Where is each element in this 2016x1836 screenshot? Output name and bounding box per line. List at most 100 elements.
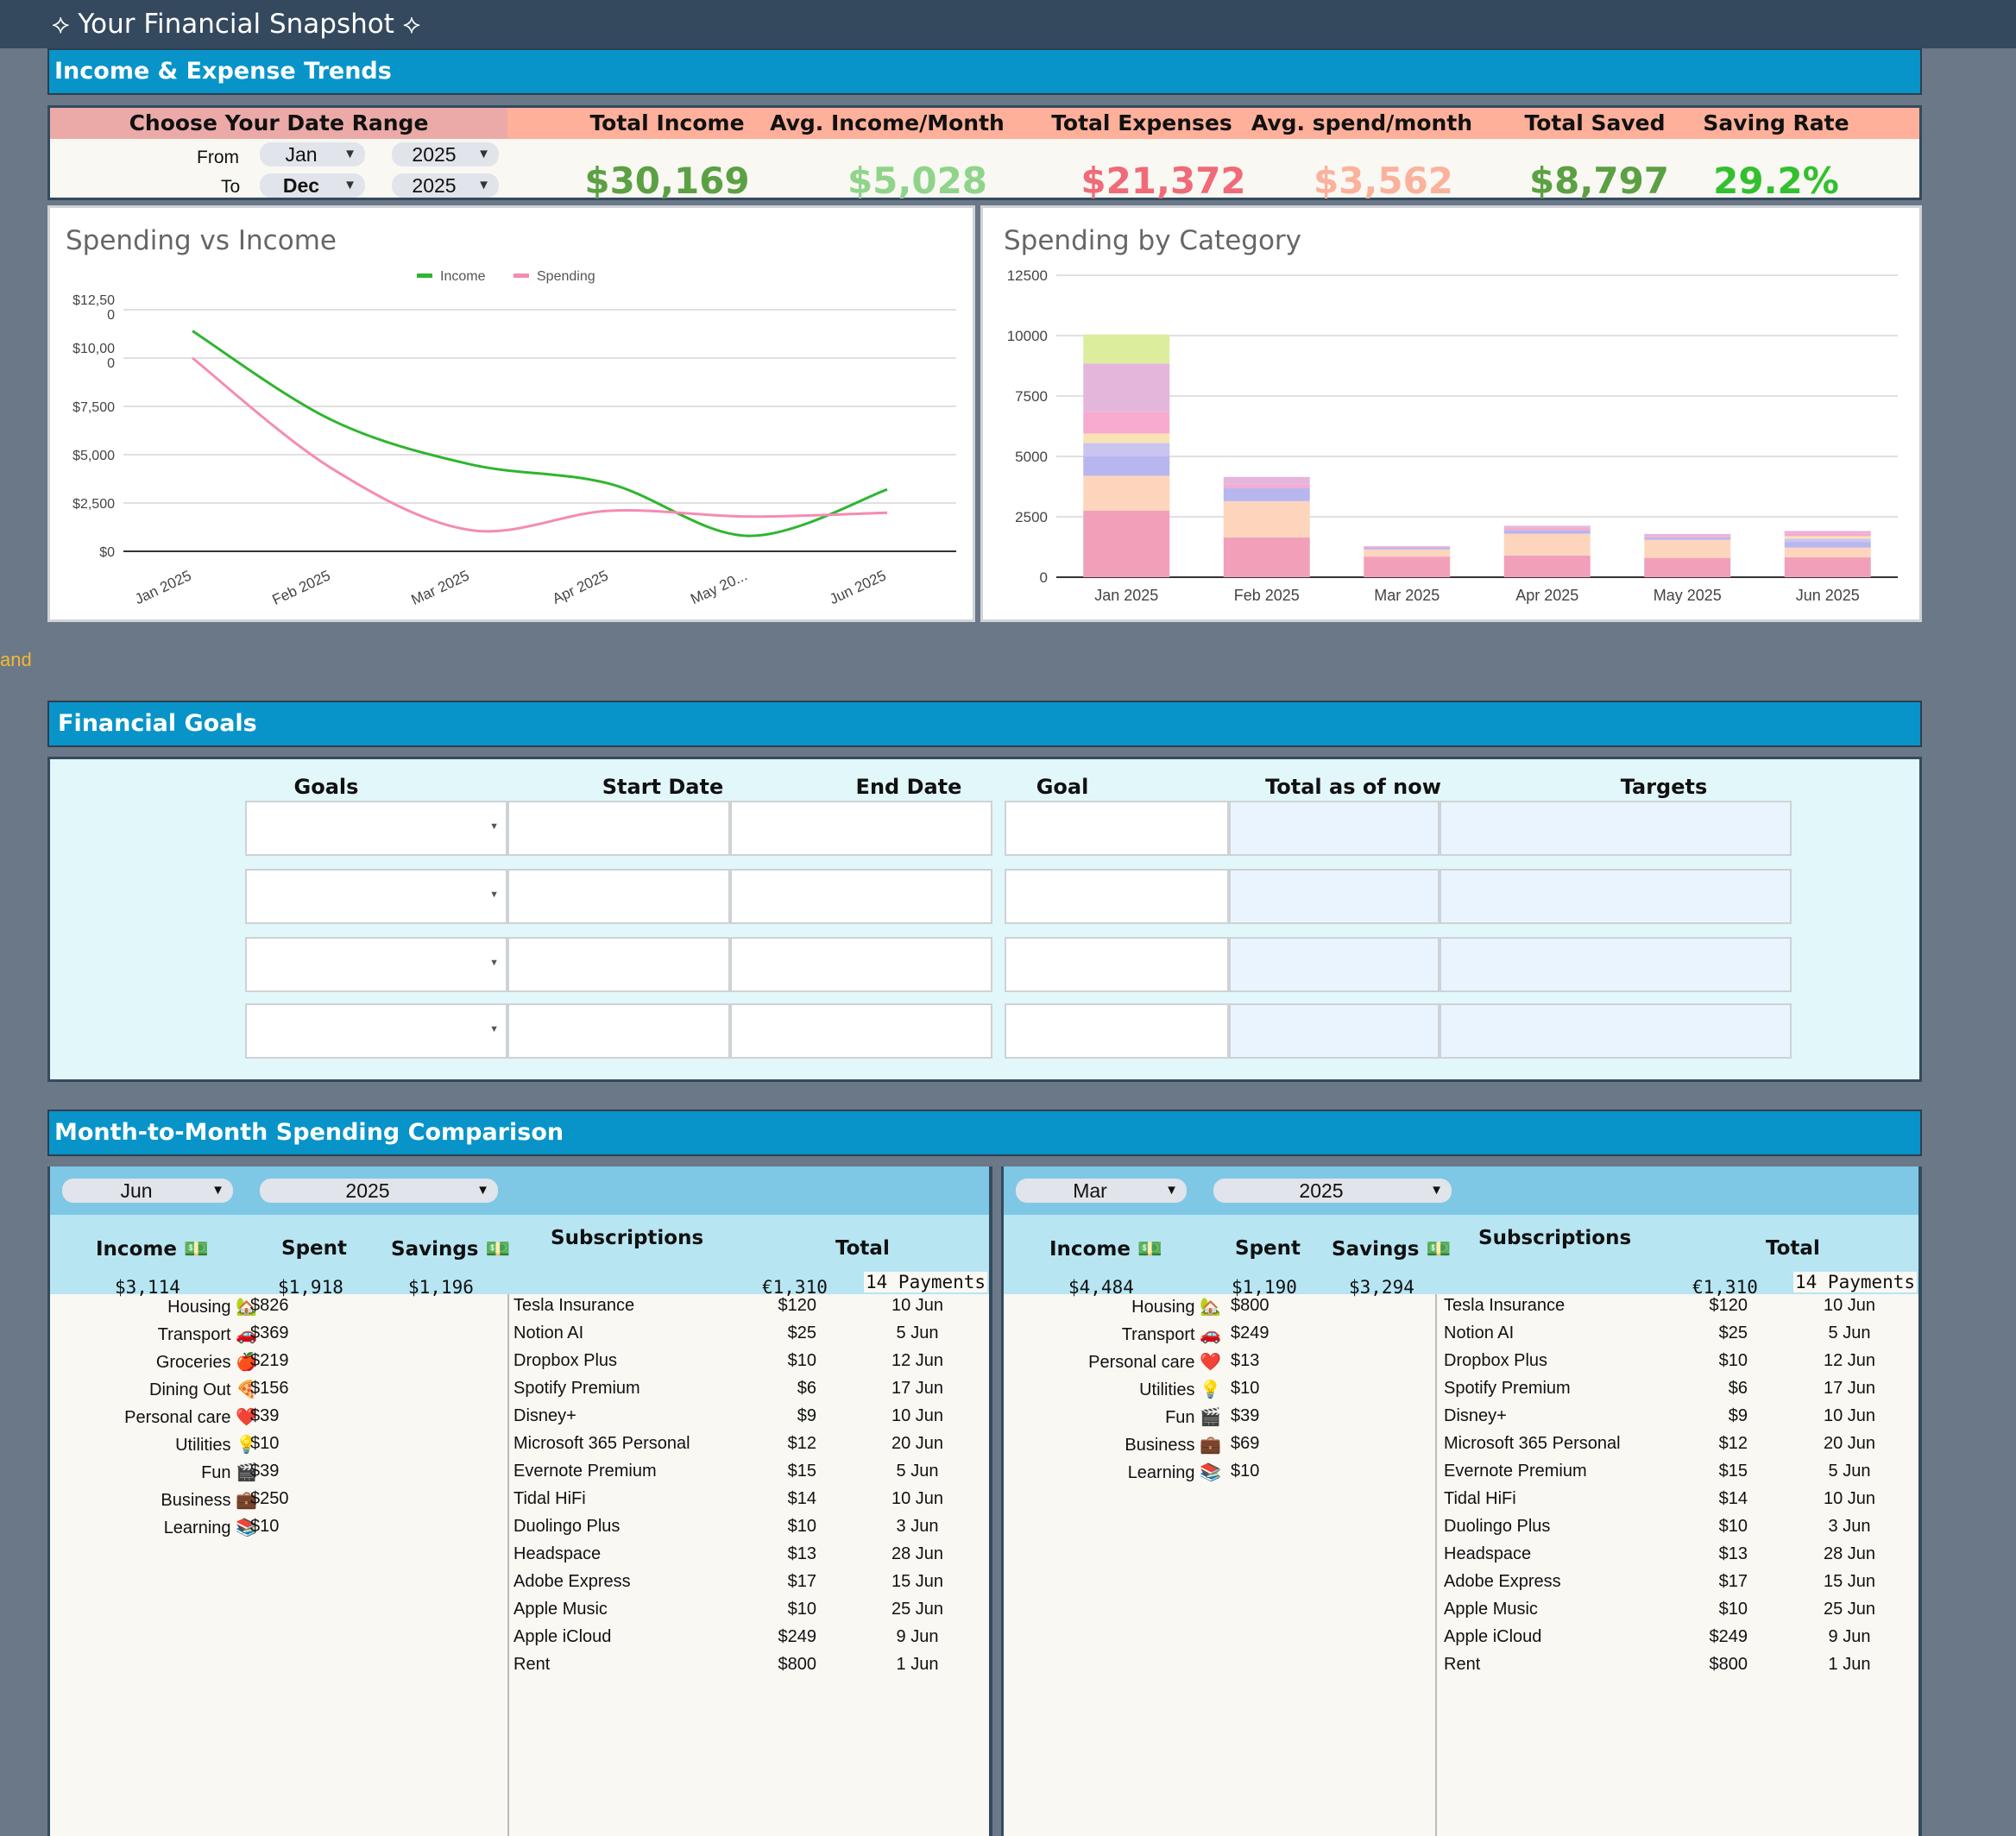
panel-summary-header bbox=[50, 1215, 989, 1294]
kpi-value-avg-income: $5,028 bbox=[847, 160, 988, 202]
goal-select[interactable]: ▼ bbox=[245, 937, 507, 992]
year-select[interactable]: 2025 ▼ bbox=[260, 1179, 498, 1203]
category-value: $10 bbox=[250, 1434, 280, 1453]
goal-start-date-cell[interactable] bbox=[507, 801, 730, 856]
goals-col-goal: Goal bbox=[1036, 775, 1089, 799]
bar-segment bbox=[1784, 556, 1871, 577]
goal-select[interactable]: ▼ bbox=[245, 1003, 507, 1059]
goal-amount-cell[interactable] bbox=[1005, 801, 1229, 856]
bar-segment bbox=[1503, 527, 1591, 531]
bar-segment bbox=[1083, 511, 1170, 577]
bar-segment bbox=[1644, 557, 1731, 577]
subscription-amount: $800 bbox=[778, 1655, 817, 1674]
goal-start-date-cell[interactable] bbox=[507, 1003, 730, 1059]
comparison-section-header: Month-to-Month Spending Comparison bbox=[47, 1110, 1922, 1156]
subscription-amount: $800 bbox=[1709, 1655, 1748, 1674]
income-label: Income 💵 bbox=[1049, 1238, 1162, 1261]
category-name: Personal care ❤️ bbox=[124, 1408, 257, 1427]
subscription-date: 3 Jun bbox=[896, 1517, 939, 1536]
subscription-date: 9 Jun bbox=[1828, 1627, 1871, 1646]
bar-segment bbox=[1223, 484, 1310, 488]
year-select-value: 2025 bbox=[345, 1179, 390, 1202]
goal-select[interactable]: ▼ bbox=[245, 869, 507, 924]
income-value: $3,114 bbox=[115, 1277, 180, 1298]
x-tick-label: Apr 2025 bbox=[1515, 587, 1578, 604]
x-tick-label: Apr 2025 bbox=[550, 567, 611, 607]
kpi-header-band bbox=[507, 108, 1919, 139]
x-tick-label: Jan 2025 bbox=[132, 567, 193, 607]
goal-amount-cell[interactable] bbox=[1005, 869, 1229, 924]
to-month-select[interactable]: Dec ▼ bbox=[260, 173, 365, 198]
goal-start-date-cell[interactable] bbox=[507, 869, 730, 924]
x-tick-label: Jan 2025 bbox=[1094, 587, 1158, 604]
y-tick-label-line: $7,500 bbox=[72, 400, 115, 415]
subscription-name: Tesla Insurance bbox=[513, 1296, 635, 1315]
panel-summary-header bbox=[1004, 1215, 1918, 1294]
series-line-spending bbox=[192, 356, 888, 533]
subscription-name: Spotify Premium bbox=[513, 1379, 640, 1398]
goal-amount-cell[interactable] bbox=[1005, 1003, 1229, 1059]
goal-start-date-cell[interactable] bbox=[507, 937, 730, 992]
subscription-amount: $120 bbox=[778, 1296, 817, 1315]
goals-col-total: Total as of now bbox=[1265, 775, 1441, 799]
chevron-down-icon: ▼ bbox=[477, 178, 490, 192]
bar-segment bbox=[1503, 533, 1591, 556]
subscription-date: 10 Jun bbox=[891, 1489, 944, 1508]
goal-total-cell bbox=[1229, 937, 1440, 992]
month-select[interactable]: Mar ▼ bbox=[1016, 1179, 1187, 1203]
x-tick-label: Feb 2025 bbox=[270, 567, 333, 608]
bar-segment bbox=[1503, 530, 1591, 534]
goal-amount-cell[interactable] bbox=[1005, 937, 1229, 992]
subscription-date: 1 Jun bbox=[896, 1655, 939, 1674]
bar-segment bbox=[1784, 547, 1871, 557]
goal-targets-cell bbox=[1440, 1003, 1792, 1059]
bar-segment bbox=[1083, 412, 1170, 434]
chart-title: Spending by Category bbox=[1004, 225, 1302, 256]
y-tick-label: $7,500 bbox=[72, 400, 115, 415]
subscription-amount: $25 bbox=[1718, 1324, 1748, 1342]
category-value: $10 bbox=[1231, 1379, 1260, 1398]
subscription-name: Microsoft 365 Personal bbox=[1444, 1434, 1621, 1453]
subscription-name: Disney+ bbox=[513, 1406, 576, 1425]
kpi-value-total-expenses: $21,372 bbox=[1080, 160, 1246, 202]
comparison-panel-left: Jun ▼ 2025 ▼ Income 💵 Spent Savings 💵 Subscript… bbox=[47, 1166, 992, 1836]
subscription-name: Adobe Express bbox=[1444, 1572, 1561, 1591]
goals-col-targets: Targets bbox=[1620, 775, 1708, 799]
subscription-amount: $10 bbox=[787, 1517, 816, 1536]
y-tick-label: $0 bbox=[99, 545, 115, 560]
y-tick-label: 2500 bbox=[1015, 509, 1048, 525]
month-select[interactable]: Jun ▼ bbox=[62, 1179, 233, 1203]
category-name: Groceries 🍎 bbox=[155, 1353, 257, 1372]
goal-select[interactable]: ▼ bbox=[245, 801, 507, 856]
total-label: Total bbox=[835, 1237, 890, 1260]
goal-end-date-cell[interactable] bbox=[730, 869, 992, 924]
subscription-name: Adobe Express bbox=[513, 1572, 631, 1591]
subscription-amount: $6 bbox=[1728, 1379, 1748, 1398]
to-year-select[interactable]: 2025 ▼ bbox=[392, 173, 499, 198]
savings-label: Savings 💵 bbox=[1332, 1238, 1452, 1261]
kpi-label-total-expenses: Total Expenses bbox=[1051, 110, 1232, 135]
legend-swatch bbox=[513, 274, 529, 278]
x-tick-label: May 20... bbox=[688, 567, 749, 607]
subscription-name: Evernote Premium bbox=[513, 1462, 657, 1481]
subscription-amount: $249 bbox=[1709, 1627, 1748, 1646]
goal-end-date-cell[interactable] bbox=[730, 937, 992, 992]
chevron-down-icon: ▼ bbox=[477, 147, 490, 161]
total-label: Total bbox=[1766, 1237, 1820, 1260]
subscription-amount: $13 bbox=[787, 1544, 816, 1563]
goal-end-date-cell[interactable] bbox=[730, 1003, 992, 1059]
income-label: Income 💵 bbox=[96, 1238, 209, 1261]
goal-end-date-cell[interactable] bbox=[730, 801, 992, 856]
category-value: $13 bbox=[1231, 1351, 1260, 1370]
year-select[interactable]: 2025 ▼ bbox=[1213, 1179, 1452, 1203]
chevron-down-icon: ▼ bbox=[489, 821, 499, 832]
subscription-amount: $12 bbox=[1718, 1434, 1748, 1453]
subscription-amount: $14 bbox=[787, 1489, 816, 1508]
from-month-select[interactable]: Jan ▼ bbox=[260, 142, 365, 167]
subscription-date: 10 Jun bbox=[1823, 1296, 1876, 1315]
payments-count: 14 Payments bbox=[864, 1272, 988, 1292]
y-tick-label-line: $0 bbox=[99, 545, 115, 560]
from-year-select[interactable]: 2025 ▼ bbox=[392, 142, 499, 167]
y-tick-label: 5000 bbox=[1015, 449, 1048, 465]
goal-total-cell bbox=[1229, 1003, 1440, 1059]
